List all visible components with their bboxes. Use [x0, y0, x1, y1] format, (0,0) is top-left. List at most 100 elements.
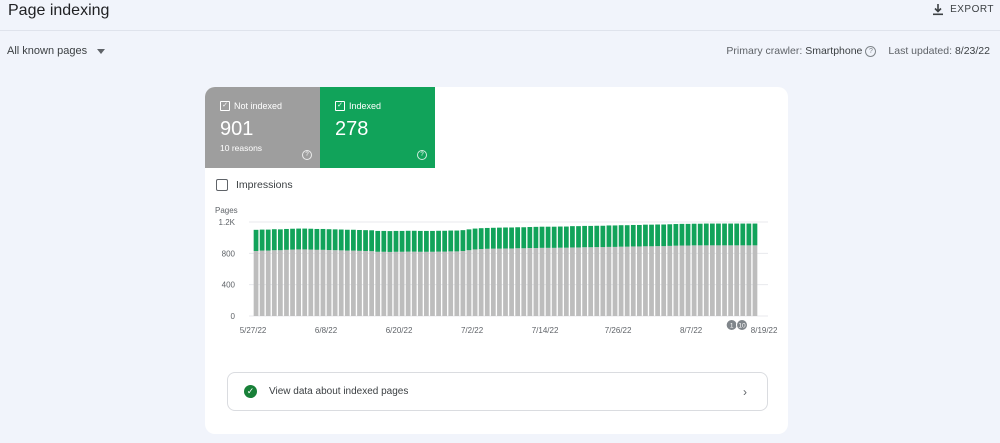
caret-down-icon [97, 48, 106, 54]
bar-not-indexed [509, 248, 514, 316]
annotation-marker-label: 1 [730, 323, 734, 330]
bar-indexed [636, 224, 642, 247]
bar-not-indexed [338, 250, 344, 316]
crawler-label: Primary crawler: [726, 45, 803, 57]
bar-indexed [490, 227, 496, 249]
bar-not-indexed [740, 245, 746, 316]
crawler-value: Smartphone [805, 45, 863, 57]
bar-indexed [296, 228, 302, 250]
bar-indexed [503, 227, 508, 249]
bar-indexed [497, 227, 502, 249]
bar-not-indexed [722, 245, 727, 316]
bar-not-indexed [424, 251, 429, 316]
bar-not-indexed [691, 245, 697, 316]
indexed-label: Indexed [349, 101, 382, 111]
y-axis-label: Pages [215, 206, 238, 215]
bar-not-indexed [515, 248, 521, 316]
page-title: Page indexing [8, 2, 110, 19]
pages-filter-dropdown[interactable]: All known pages [7, 45, 106, 57]
bar-not-indexed [411, 251, 417, 316]
help-icon[interactable]: ? [417, 150, 427, 160]
x-tick-label: 5/27/22 [240, 326, 267, 335]
bar-indexed [655, 224, 660, 247]
bar-not-indexed [271, 250, 277, 316]
bar-not-indexed [302, 249, 308, 316]
bar-indexed [630, 224, 636, 247]
bar-indexed [253, 229, 259, 251]
bar-not-indexed [357, 250, 362, 316]
bar-indexed [697, 223, 703, 246]
bar-not-indexed [490, 248, 496, 316]
bar-indexed [521, 227, 527, 249]
checkbox-checked-icon[interactable]: ✓ [220, 101, 230, 111]
header-bar: Page indexing EXPORT [0, 0, 1000, 31]
x-tick-label: 6/8/22 [315, 326, 338, 335]
bar-indexed [582, 225, 587, 248]
not-indexed-count: 901 [220, 118, 254, 140]
bar-indexed [436, 230, 441, 252]
bar-not-indexed [557, 247, 563, 316]
bar-indexed [351, 229, 356, 251]
annotation-marker-label: 10 [738, 323, 746, 330]
help-icon[interactable]: ? [302, 150, 312, 160]
y-tick-label: 400 [222, 281, 236, 290]
export-label: EXPORT [950, 4, 994, 15]
bar-not-indexed [253, 250, 259, 316]
bar-not-indexed [478, 249, 484, 316]
bar-not-indexed [703, 245, 709, 316]
bar-not-indexed [381, 251, 387, 316]
bar-not-indexed [454, 251, 460, 316]
help-icon[interactable]: ? [865, 45, 877, 57]
bar-not-indexed [655, 246, 660, 316]
bar-not-indexed [259, 250, 265, 316]
bar-not-indexed [606, 246, 612, 316]
bar-not-indexed [326, 250, 332, 316]
bar-indexed [338, 229, 344, 251]
y-tick-label: 1.2K [219, 218, 236, 227]
indexed-label-row: ✓ Indexed [335, 101, 381, 111]
indexing-chart: Pages 0 400 800 1.2K 5/27/22 6/8/22 6/20/22 7/2/… [215, 206, 778, 335]
bar-not-indexed [630, 246, 636, 316]
bar-indexed [417, 230, 423, 252]
bar-indexed [271, 229, 277, 251]
checkbox-unchecked-icon [216, 179, 228, 191]
impressions-checkbox[interactable]: Impressions [216, 179, 293, 191]
bar-not-indexed [570, 247, 575, 316]
bar-not-indexed [600, 247, 606, 316]
bar-indexed [344, 229, 350, 251]
bar-not-indexed [308, 249, 314, 316]
bar-not-indexed [746, 245, 752, 316]
bar-indexed [643, 224, 648, 247]
bar-indexed [405, 230, 411, 252]
y-tick-label: 800 [222, 249, 236, 258]
checkbox-checked-icon[interactable]: ✓ [335, 101, 345, 111]
bar-indexed [691, 223, 697, 246]
bar-indexed [448, 230, 454, 252]
bar-indexed [606, 225, 612, 247]
bar-not-indexed [673, 245, 679, 316]
bar-indexed [752, 223, 758, 246]
bar-not-indexed [344, 250, 350, 316]
not-indexed-tile[interactable]: ✓ Not indexed 901 10 reasons ? [205, 87, 320, 168]
bar-indexed [369, 230, 375, 252]
bar-indexed [259, 229, 265, 251]
bar-not-indexed [594, 247, 600, 316]
indexed-tile[interactable]: ✓ Indexed 278 ? [320, 87, 435, 168]
updated-label: Last updated: [888, 45, 953, 57]
bar-indexed [551, 226, 557, 248]
x-tick-label: 6/20/22 [386, 326, 413, 335]
bar-indexed [466, 229, 472, 251]
export-button[interactable]: EXPORT [932, 3, 994, 16]
bar-indexed [600, 225, 606, 248]
bar-indexed [357, 229, 362, 251]
bar-indexed [290, 228, 295, 250]
bar-not-indexed [369, 251, 375, 316]
download-icon [933, 4, 944, 16]
bar-indexed [661, 224, 667, 247]
bar-not-indexed [679, 245, 685, 316]
bar-indexed [734, 223, 740, 246]
bar-indexed [302, 228, 308, 250]
view-indexed-data-link[interactable]: ✓ View data about indexed pages › [227, 372, 768, 411]
bar-not-indexed [290, 249, 295, 316]
bar-not-indexed [265, 250, 271, 316]
